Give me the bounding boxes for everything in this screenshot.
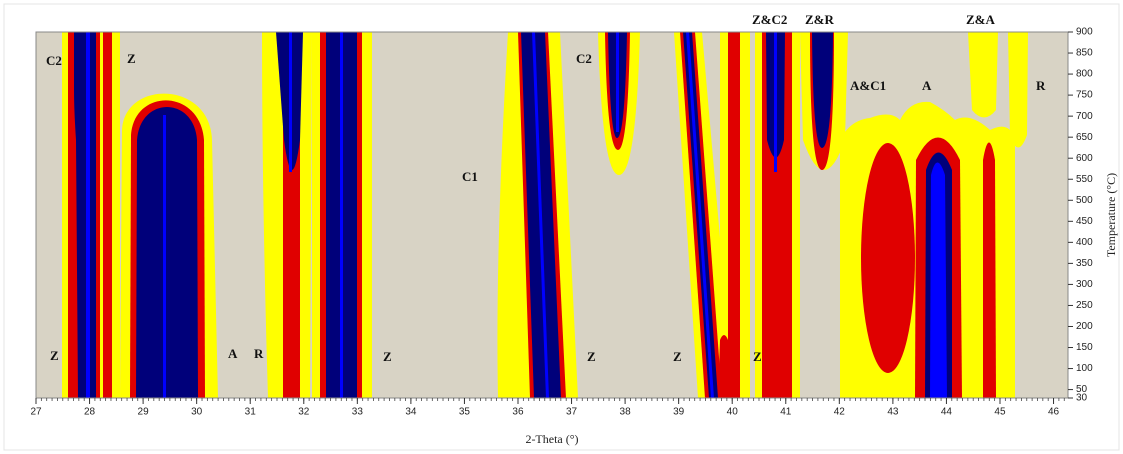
annotation: Z&R [805, 12, 835, 27]
annotation: C1 [462, 169, 478, 184]
y-tick-label: 450 [1076, 216, 1093, 227]
x-tick-label: 39 [673, 407, 685, 418]
annotation: Z&C2 [752, 12, 787, 27]
annotations: C2 Z C2 Z&C2 Z&R Z&A A&C1 A R C1 Z A R Z… [46, 12, 1046, 364]
x-tick-label: 43 [887, 407, 899, 418]
x-tick-label: 27 [30, 407, 42, 418]
y-tick-label: 650 [1076, 132, 1093, 143]
annotation: A [922, 78, 932, 93]
contour [62, 32, 1028, 399]
contour-band [86, 32, 90, 398]
x-tick-label: 31 [245, 407, 257, 418]
x-tick-label: 36 [512, 407, 524, 418]
x-tick-label: 40 [727, 407, 739, 418]
x-axis-label: 2-Theta (°) [525, 432, 578, 446]
x-tick-label: 38 [620, 407, 632, 418]
y-axis-label: Temperature (°C) [1104, 173, 1118, 257]
annotation: Z [383, 349, 392, 364]
contour-band [532, 32, 549, 398]
annotation: Z [127, 51, 136, 66]
annotation: R [254, 346, 264, 361]
annotation: A [228, 346, 238, 361]
contour-band [616, 32, 619, 132]
x-tick-label: 32 [298, 407, 310, 418]
y-tick-label: 700 [1076, 111, 1093, 122]
y-tick-label: 150 [1076, 342, 1093, 353]
contour-band [861, 143, 915, 373]
y-tick-label: 100 [1076, 363, 1093, 374]
contour-band [728, 32, 740, 398]
y-tick-label: 400 [1076, 237, 1093, 248]
contour-band [340, 32, 343, 398]
annotation: A&C1 [850, 78, 886, 93]
x-tick-label: 28 [84, 407, 96, 418]
annotation: Z [50, 348, 59, 363]
contour-band [289, 32, 292, 172]
plot-frame [35, 31, 1069, 399]
contour-band [136, 107, 198, 398]
contour-band [74, 32, 96, 398]
contour-band [812, 32, 833, 148]
y-tick-label: 350 [1076, 258, 1093, 269]
x-tick-label: 30 [191, 407, 203, 418]
x-tick-label: 44 [941, 407, 953, 418]
x-tick-label: 29 [138, 407, 150, 418]
x-tick-label: 37 [566, 407, 578, 418]
annotation: Z [587, 349, 596, 364]
y-tick-label: 30 [1076, 393, 1088, 404]
y-tick-label: 500 [1076, 195, 1093, 206]
contour-band [686, 32, 714, 398]
y-tick-label: 550 [1076, 174, 1093, 185]
y-tick-label: 800 [1076, 69, 1093, 80]
x-tick-label: 34 [405, 407, 417, 418]
y-tick-label: 250 [1076, 300, 1093, 311]
contour-band [103, 32, 112, 398]
annotation: Z [753, 349, 762, 364]
contour-band [983, 142, 996, 398]
y-tick-label: 600 [1076, 153, 1093, 164]
contour-band [774, 32, 777, 172]
contour-band [718, 335, 728, 398]
x-tick-label: 41 [780, 407, 792, 418]
x-tick-label: 45 [994, 407, 1006, 418]
contour-band [1008, 32, 1028, 148]
y-tick-label: 50 [1076, 384, 1088, 395]
y-tick-label: 900 [1076, 27, 1093, 38]
annotation: C2 [576, 51, 592, 66]
contour-band [930, 162, 947, 398]
annotation: Z&A [966, 12, 996, 27]
y-tick-label: 850 [1076, 48, 1093, 59]
contour-band [163, 115, 166, 398]
x-tick-label: 33 [352, 407, 364, 418]
annotation: C2 [46, 53, 62, 68]
y-tick-label: 200 [1076, 321, 1093, 332]
x-tick-label: 46 [1048, 407, 1060, 418]
annotation: Z [673, 349, 682, 364]
y-tick-label: 750 [1076, 90, 1093, 101]
x-tick-label: 42 [834, 407, 846, 418]
x-tick-label: 35 [459, 407, 471, 418]
contour-band [968, 32, 998, 118]
annotation: R [1036, 78, 1046, 93]
y-tick-label: 300 [1076, 279, 1093, 290]
